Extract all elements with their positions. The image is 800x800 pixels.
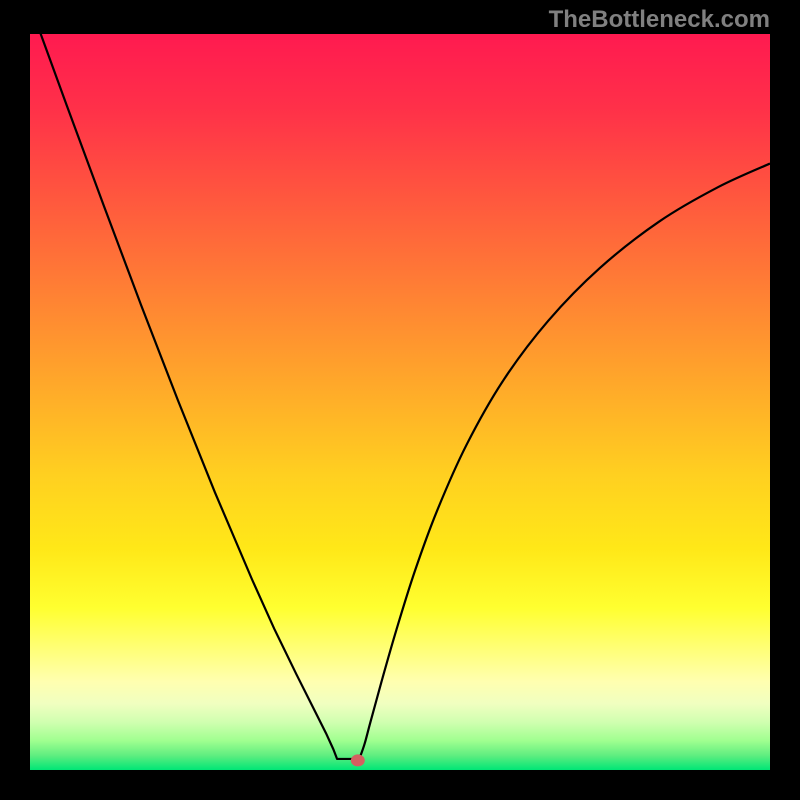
bottleneck-curve (30, 34, 770, 770)
optimal-point-marker (351, 754, 365, 766)
chart-plot-area (30, 34, 770, 770)
watermark-text: TheBottleneck.com (549, 6, 770, 34)
